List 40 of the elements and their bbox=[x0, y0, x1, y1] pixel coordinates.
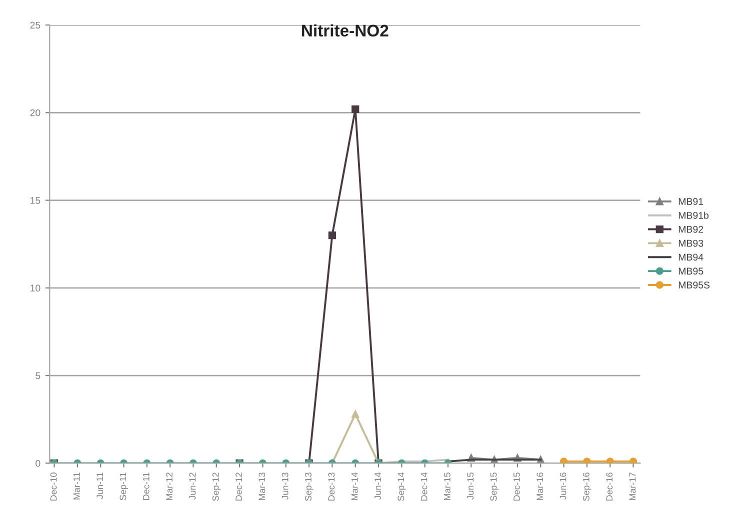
y-tick-label: 5 bbox=[36, 372, 40, 380]
x-tick-label: Sep-15 bbox=[490, 472, 499, 501]
x-tick-label: Sep-12 bbox=[212, 472, 221, 501]
y-tick-label: 25 bbox=[30, 22, 40, 29]
x-tick-label: Sep-16 bbox=[582, 472, 592, 501]
x-tick-label: Dec-10 bbox=[50, 472, 57, 501]
x-tick-label: Dec-16 bbox=[606, 472, 613, 501]
x-tick-label: Jun-13 bbox=[282, 472, 288, 500]
x-tick-label: Mar-17 bbox=[629, 472, 636, 500]
x-tick-label: Dec-14 bbox=[420, 472, 428, 501]
x-tick-label: Jun-16 bbox=[560, 472, 566, 500]
x-tick-label: Mar-13 bbox=[258, 472, 266, 500]
x-tick-label: Mar-14 bbox=[351, 472, 358, 500]
x-tick-label: Dec-11 bbox=[143, 472, 150, 500]
x-tick-label: Jun-14 bbox=[374, 472, 381, 500]
x-tick-label: Dec-13 bbox=[328, 472, 335, 501]
x-tick-label: Mar-16 bbox=[536, 472, 544, 500]
x-tick-label: Jun-15 bbox=[467, 472, 474, 500]
legend-label: MB91 bbox=[678, 198, 704, 205]
x-tick-label: Sep-11 bbox=[120, 472, 128, 500]
x-tick-label: Mar-15 bbox=[444, 472, 450, 500]
legend-label: MB92 bbox=[678, 226, 704, 233]
y-tick-label: 10 bbox=[30, 284, 40, 292]
x-tick-label: Mar-12 bbox=[166, 472, 172, 500]
y-tick-label: 20 bbox=[30, 109, 40, 116]
y-tick-label: 0 bbox=[36, 460, 40, 467]
y-tick-label: 15 bbox=[30, 197, 40, 204]
legend-label: MB94 bbox=[678, 254, 704, 261]
x-tick-label: Jun-11 bbox=[96, 472, 104, 499]
x-tick-label: Sep-13 bbox=[305, 472, 314, 501]
legend-label: MB93 bbox=[678, 240, 704, 247]
legend-label: MB95 bbox=[678, 268, 704, 275]
x-tick-label: Dec-12 bbox=[236, 472, 242, 501]
legend-label: MB95S bbox=[678, 282, 710, 288]
x-tick-label: Sep-14 bbox=[398, 472, 406, 501]
x-tick-label: Mar-11 bbox=[74, 472, 80, 500]
chart-title: Nitrite-NO2 bbox=[302, 24, 388, 37]
legend-label: MB91b bbox=[678, 212, 709, 219]
x-tick-label: Jun-12 bbox=[189, 472, 196, 500]
x-tick-label: Dec-15 bbox=[514, 472, 520, 501]
